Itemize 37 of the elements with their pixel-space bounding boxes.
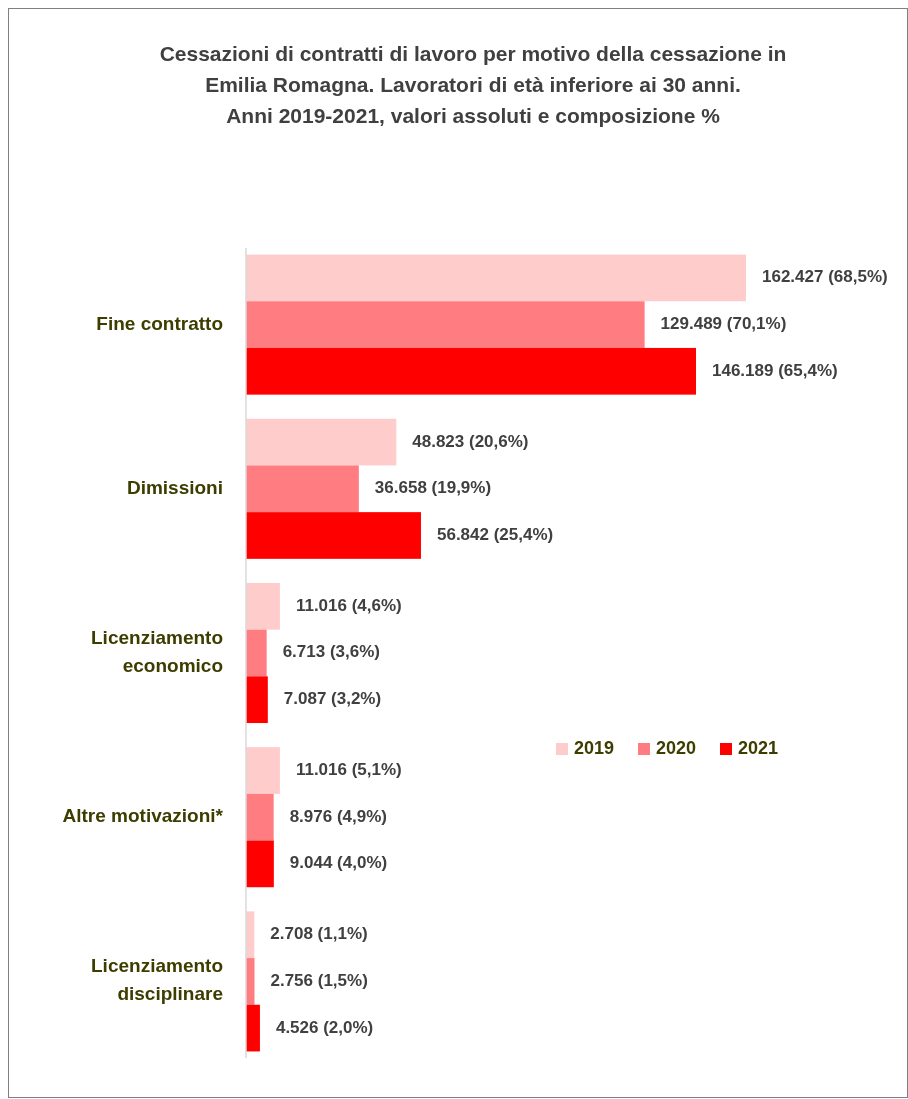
data-label: 11.016 (4,6%) (295, 595, 402, 615)
y-tick-label: Dimissioni (126, 476, 223, 498)
bar (246, 418, 397, 466)
legend-label: 2020 (656, 737, 697, 758)
legend-label: 2021 (738, 737, 779, 758)
bar (246, 512, 421, 559)
bar (246, 840, 274, 888)
data-label: 6.713 (3,6%) (282, 642, 381, 662)
y-tick-label: Licenziamento disciplinare (91, 955, 223, 1005)
bar (246, 582, 280, 630)
data-label: 7.087 (3,2%) (283, 689, 382, 709)
data-label: 11.016 (5,1%) (295, 760, 402, 779)
data-label: 48.823 (20,6%) (412, 431, 529, 451)
data-label: 129.489 (70,1%) (660, 314, 787, 334)
bar (246, 747, 280, 794)
bar (246, 301, 645, 348)
chart-title: Cessazioni di contratti di lavoro per motivo della cessazione in Emilia Romagna. Lavoratori di età inferiore ai 30 anni. Anni 2019-2021, valori assoluti e composizione % (159, 42, 787, 127)
bar (246, 629, 267, 677)
data-label: 56.842 (25,4%) (436, 524, 554, 544)
y-tick-label: Licenziamento economico (91, 627, 223, 677)
bar (246, 465, 359, 513)
data-label: 9.044 (4,0%) (289, 853, 388, 873)
y-tick-label: Fine contratto (96, 312, 223, 334)
bar (246, 347, 697, 395)
data-label: 36.658 (19,9%) (374, 478, 492, 498)
data-label: 146.189 (65,4%) (712, 360, 838, 380)
bar (246, 676, 268, 724)
bar (246, 1004, 260, 1052)
legend-label: 2019 (574, 737, 615, 758)
data-label: 2.708 (1,1%) (270, 924, 368, 944)
bar (246, 793, 274, 841)
bar (246, 254, 746, 302)
data-label: 2.756 (1,5%) (270, 970, 368, 990)
data-label: 162.427 (68,5%) (762, 267, 888, 287)
y-tick-label: Altre motivazioni* (62, 805, 224, 827)
data-label: 8.976 (4,9%) (289, 806, 387, 826)
data-label: 4.526 (2,0%) (275, 1017, 374, 1037)
